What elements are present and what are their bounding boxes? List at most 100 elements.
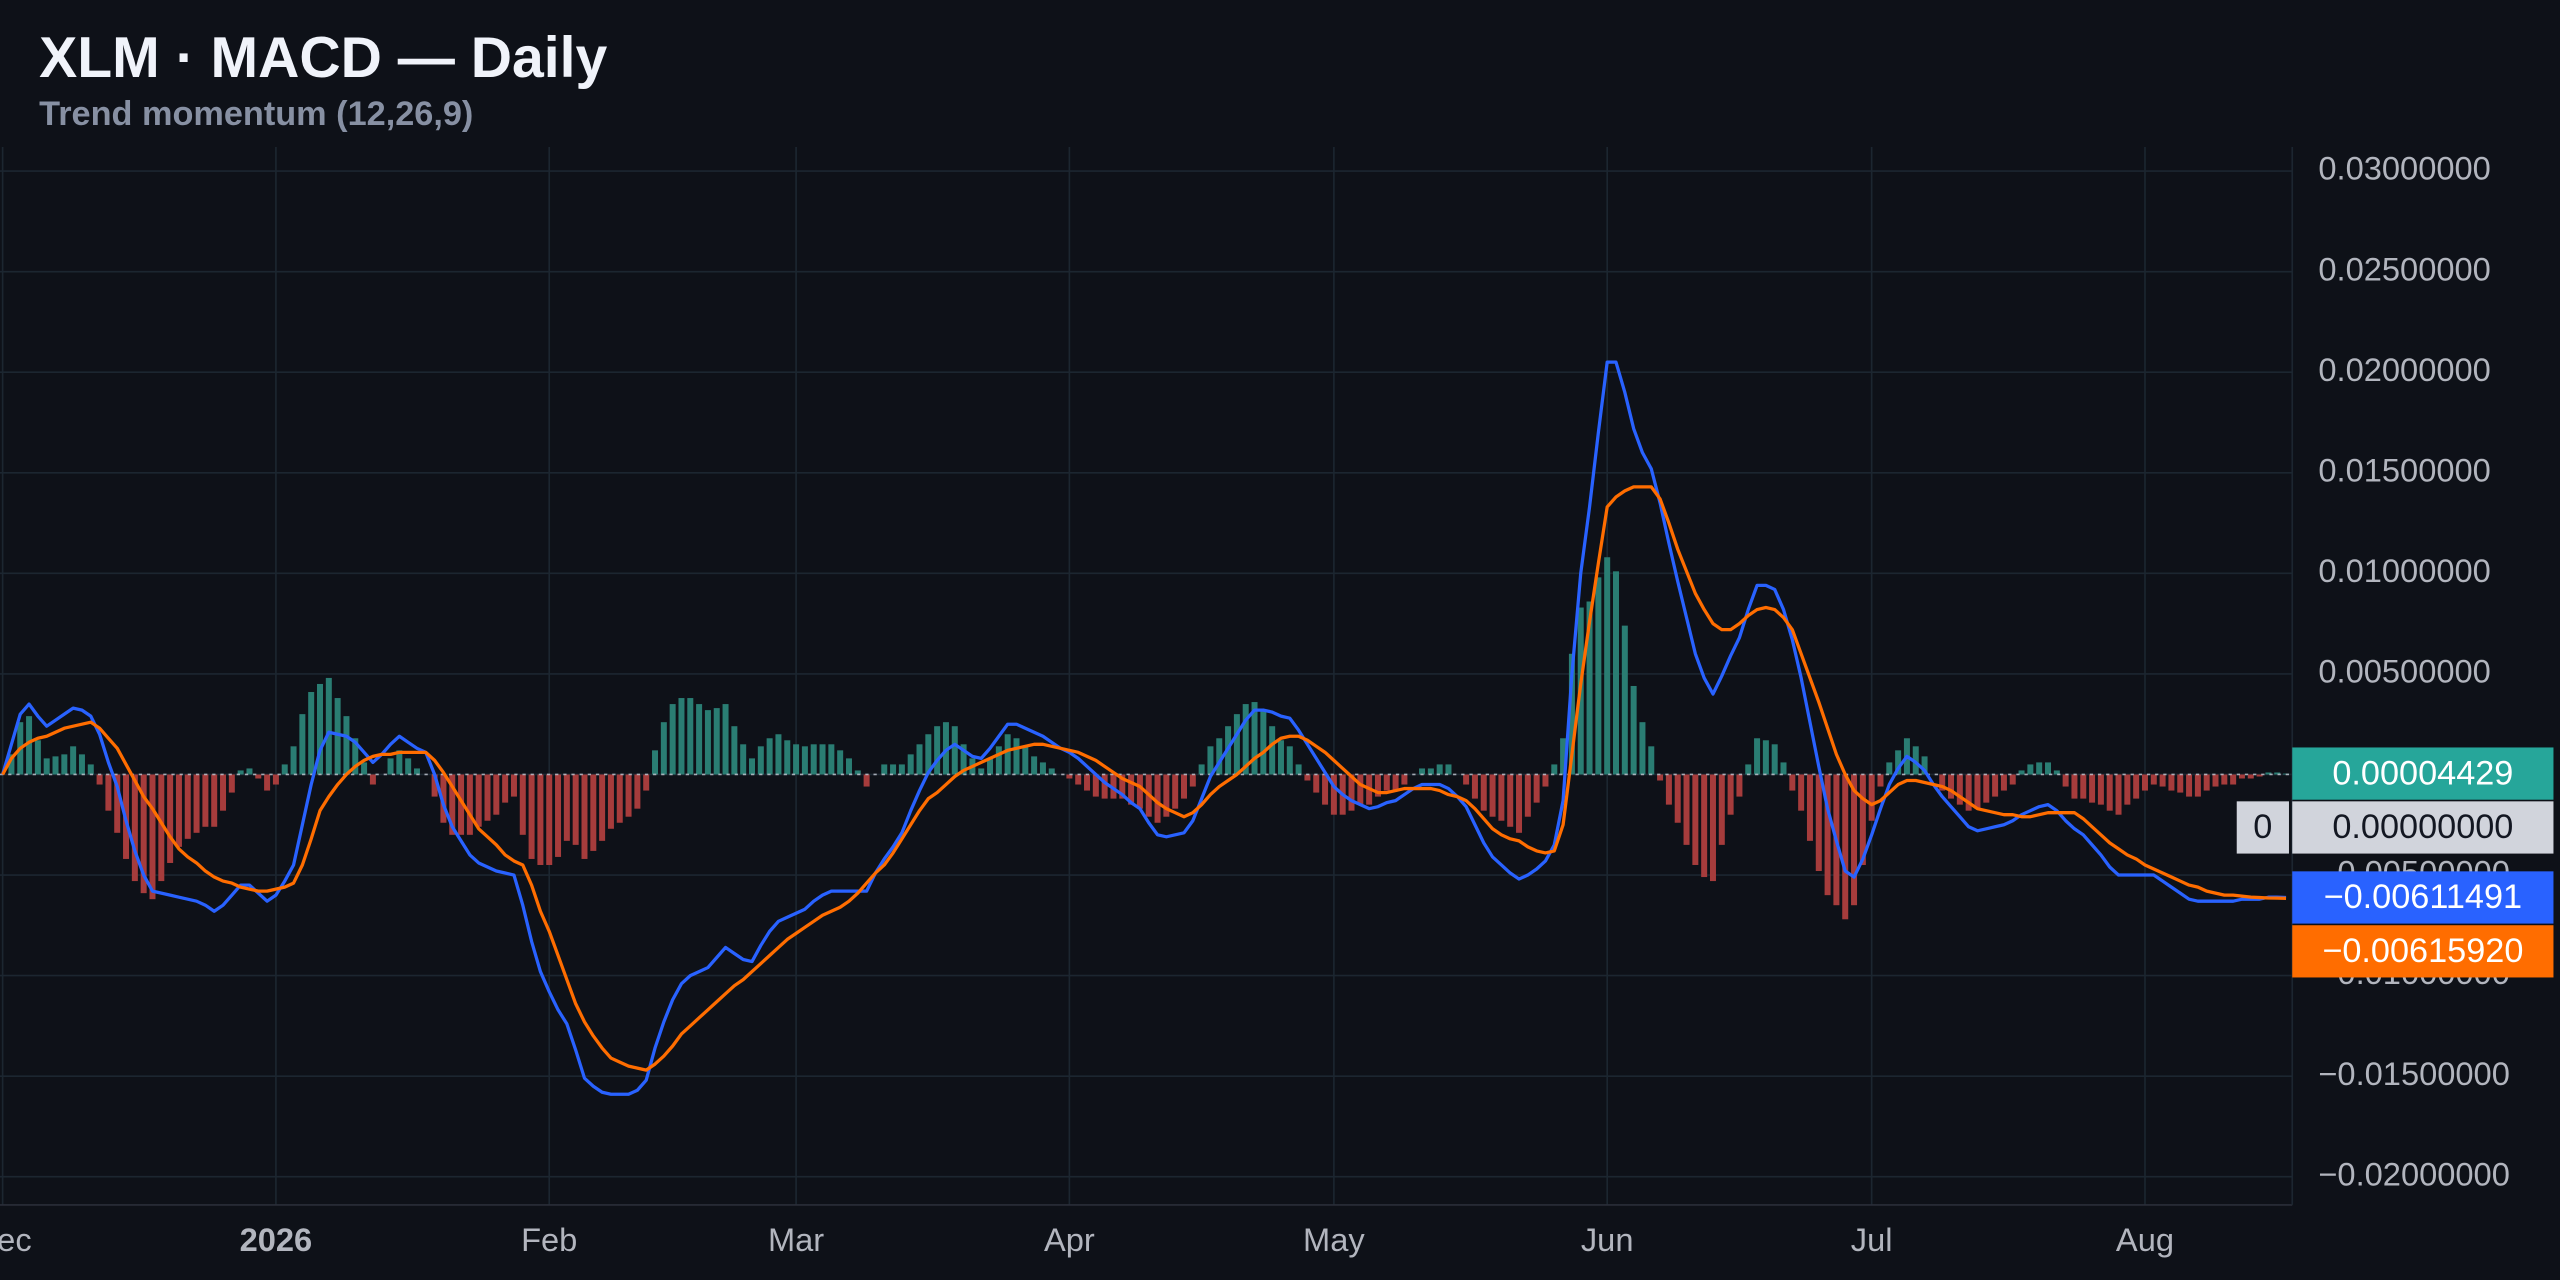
histogram-bar (1718, 774, 1725, 845)
x-tick-label: Jul (1851, 1221, 1893, 1258)
histogram-bar (784, 740, 791, 775)
histogram-bar (1286, 746, 1293, 775)
histogram-bar (2018, 770, 2025, 775)
histogram-bar (1674, 774, 1681, 823)
histogram-bar (1048, 768, 1055, 775)
histogram-bar (1181, 774, 1187, 799)
histogram-bar (643, 774, 650, 791)
histogram-bar (510, 774, 517, 797)
histogram-bar (237, 770, 244, 775)
histogram-bar (1965, 774, 1972, 811)
histogram-bar (951, 726, 958, 775)
histogram-bar (2053, 770, 2060, 775)
price-tags: 0.00004429 0.00000000 0 −0.00611491 −0.00615… (2236, 747, 2554, 978)
histogram-bar (1586, 601, 1593, 775)
histogram-bar (555, 774, 562, 857)
histogram-bar (369, 774, 376, 785)
histogram-bar (1648, 746, 1655, 775)
histogram-bar (678, 698, 685, 775)
histogram-bar (1154, 774, 1161, 823)
histogram-bar (1815, 774, 1822, 872)
histogram-bar (1568, 653, 1575, 775)
histogram-bar (766, 738, 773, 775)
histogram-bar (1322, 774, 1329, 805)
histogram-bar (1701, 774, 1708, 878)
histogram-bar (1789, 774, 1796, 791)
histogram-bar (2027, 764, 2034, 775)
price-tag (2292, 801, 2554, 854)
histogram-bar (2080, 774, 2087, 799)
histogram-bar (749, 758, 755, 775)
price-tag-label: 0.00000000 (2332, 808, 2513, 846)
histogram-bar (2009, 774, 2016, 785)
histogram-bar (1665, 774, 1672, 805)
histogram-bar (1859, 774, 1866, 865)
histogram-bar (2168, 774, 2175, 791)
x-tick-label: Jun (1581, 1221, 1634, 1258)
histogram-bar (1595, 577, 1602, 775)
histogram-bar (616, 774, 623, 823)
histogram-bar (960, 744, 967, 775)
histogram-bar (1075, 774, 1082, 785)
histogram-bar (449, 774, 456, 835)
histogram-bar (1524, 774, 1531, 817)
histogram-bar (1956, 774, 1963, 805)
histogram-bar (413, 768, 420, 775)
histogram-bar (1912, 746, 1919, 775)
histogram-bar (581, 774, 588, 859)
histogram-bar (1128, 774, 1135, 805)
histogram-bar (202, 774, 209, 827)
histogram-bar (1489, 774, 1496, 817)
price-tag-name-label: 0 (2253, 808, 2272, 846)
price-tag (2292, 747, 2554, 800)
histogram-bar (493, 774, 500, 815)
histogram-bar (1427, 768, 1434, 775)
histogram-bar (2133, 774, 2140, 799)
histogram-bar (1630, 685, 1637, 775)
histogram-bar (105, 774, 112, 811)
histogram-bar (387, 758, 394, 775)
histogram-bar (26, 716, 33, 775)
histogram-bar (634, 774, 641, 809)
histogram-bar (607, 774, 614, 829)
histogram-bar (1886, 762, 1893, 775)
histogram-bar (2221, 774, 2228, 785)
histogram-bar (1313, 774, 1320, 793)
histogram-bar (934, 726, 941, 775)
histogram-bar (1798, 774, 1805, 811)
x-tick-label: Apr (1044, 1221, 1095, 1258)
histogram-bar (1039, 762, 1046, 775)
histogram-bar (898, 764, 905, 775)
histogram-bar (1436, 764, 1443, 775)
x-tick-label: May (1303, 1221, 1365, 1258)
histogram-bar (1983, 774, 1990, 803)
histogram-bar (2186, 774, 2193, 797)
histogram-bar (1401, 774, 1408, 785)
histogram-bar (837, 750, 844, 775)
y-tick-label: −0.02000000 (2318, 1155, 2510, 1192)
histogram-bar (43, 758, 50, 775)
histogram-bar (546, 774, 553, 865)
histogram-bar (1101, 774, 1108, 799)
histogram-bar (1542, 774, 1549, 787)
histogram-bar (757, 746, 764, 775)
histogram-bar (1868, 774, 1875, 821)
histogram-bar (669, 704, 676, 775)
histogram-bar (704, 710, 711, 775)
histogram-bar (1507, 774, 1514, 827)
histogram-bar (1136, 774, 1143, 809)
histogram-bar (440, 774, 447, 823)
histogram-bar (246, 768, 253, 775)
histogram-bar (1189, 774, 1196, 787)
histogram-bar (1269, 726, 1276, 775)
histogram-bar (2106, 774, 2113, 811)
histogram-bar (458, 774, 465, 835)
histogram-bar (572, 774, 579, 845)
histogram-bar (1031, 756, 1038, 775)
histogram-bar (1110, 774, 1117, 799)
histogram-bar (1295, 764, 1302, 775)
price-tag-label: −0.00615920 (2322, 932, 2523, 970)
histogram-bar (828, 744, 835, 775)
histogram-bar (1304, 774, 1311, 781)
